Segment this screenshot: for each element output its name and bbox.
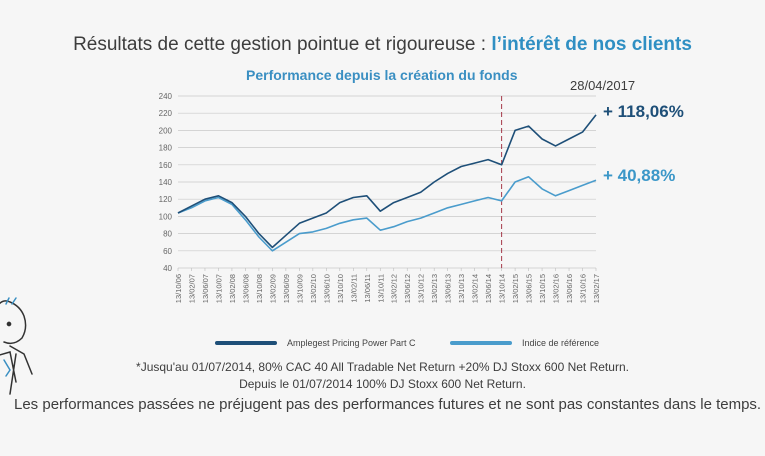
x-tick-label: 13/10/09 — [295, 274, 304, 303]
y-tick-label: 100 — [159, 212, 173, 221]
legend-label-benchmark: Indice de référence — [522, 338, 600, 348]
y-tick-label: 60 — [163, 247, 172, 256]
legend-item-benchmark: Indice de référence — [450, 338, 599, 348]
benchmark-performance-label: + 40,88% — [603, 166, 676, 185]
mascot-illustration — [0, 297, 33, 395]
y-tick-label: 160 — [159, 161, 173, 170]
y-tick-label: 180 — [159, 144, 173, 153]
legend-swatch-fund — [215, 341, 277, 345]
x-tick-label: 13/02/17 — [592, 274, 601, 303]
y-tick-label: 240 — [159, 92, 173, 101]
x-tick-label: 13/02/13 — [430, 274, 439, 303]
x-tick-label: 13/06/16 — [565, 274, 574, 303]
y-tick-label: 200 — [159, 126, 173, 135]
x-tick-label: 13/02/11 — [349, 274, 358, 303]
x-tick-label: 13/10/14 — [498, 274, 507, 303]
x-tick-label: 13/02/10 — [309, 274, 318, 303]
x-tick-label: 13/10/16 — [579, 274, 588, 303]
footnote-line-1: *Jusqu'au 01/07/2014, 80% CAC 40 All Tra… — [136, 360, 629, 374]
disclaimer: Les performances passées ne préjugent pa… — [14, 396, 762, 413]
x-tick-label: 13/10/06 — [174, 274, 183, 303]
x-tick-label: 13/06/11 — [363, 274, 372, 303]
legend-label-fund: Amplegest Pricing Power Part C — [287, 338, 416, 348]
x-tick-label: 13/02/09 — [268, 274, 277, 303]
x-tick-label: 13/06/09 — [282, 274, 291, 303]
chart-title: Performance depuis la création du fonds — [246, 67, 518, 83]
y-tick-label: 120 — [159, 195, 173, 204]
x-tick-label: 13/10/10 — [336, 274, 345, 303]
legend-swatch-benchmark — [450, 341, 512, 345]
x-tick-label: 13/06/14 — [484, 274, 493, 303]
x-tick-label: 13/10/08 — [255, 274, 264, 303]
series-line-fund — [177, 114, 597, 249]
x-tick-label: 13/10/11 — [376, 274, 385, 303]
x-tick-label: 13/06/10 — [322, 274, 331, 303]
y-tick-label: 140 — [159, 178, 173, 187]
x-tick-label: 13/10/13 — [457, 274, 466, 303]
headline-text: Résultats de cette gestion pointue et ri… — [73, 34, 492, 55]
x-tick-label: 13/06/07 — [201, 274, 210, 303]
x-tick-label: 13/10/12 — [417, 274, 426, 303]
x-tick-label: 13/02/16 — [552, 274, 561, 303]
y-tick-label: 80 — [163, 230, 172, 239]
performance-chart: 40 60 80 100 120 140 160 180 200 220 240 13/10/06 13… — [159, 92, 601, 303]
x-tick-label: 13/10/07 — [214, 274, 223, 303]
x-tick-label: 13/06/12 — [403, 274, 412, 303]
x-tick-label: 13/10/15 — [538, 274, 547, 303]
y-tick-label: 40 — [163, 264, 172, 273]
headline: Résultats de cette gestion pointue et ri… — [0, 34, 765, 56]
fund-performance-label: + 118,06% — [603, 102, 684, 121]
x-tick-label: 13/02/12 — [390, 274, 399, 303]
footnote-line-2: Depuis le 01/07/2014 100% DJ Stoxx 600 N… — [239, 377, 526, 391]
legend-item-fund: Amplegest Pricing Power Part C — [215, 338, 416, 348]
x-tick-label: 13/06/15 — [525, 274, 534, 303]
x-tick-label: 13/06/13 — [444, 274, 453, 303]
x-tick-label: 13/02/15 — [511, 274, 520, 303]
x-tick-label: 13/02/07 — [187, 274, 196, 303]
x-tick-label: 13/02/08 — [228, 274, 237, 303]
x-tick-label: 13/02/14 — [471, 274, 480, 303]
headline-accent: l’intérêt de nos clients — [491, 34, 692, 55]
chart-date: 28/04/2017 — [570, 78, 636, 93]
series-line-benchmark — [177, 176, 597, 252]
y-tick-label: 220 — [159, 109, 173, 118]
x-tick-label: 13/06/08 — [241, 274, 250, 303]
